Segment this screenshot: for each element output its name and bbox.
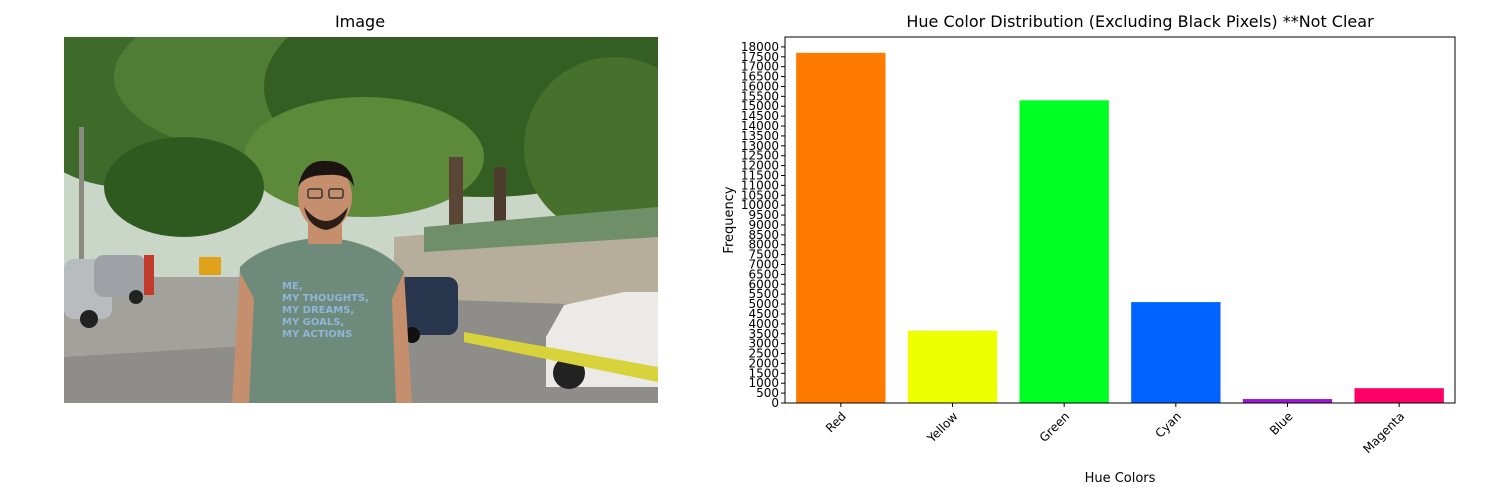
y-tick-label: 16000 bbox=[741, 79, 779, 93]
y-tick-label: 0 bbox=[771, 396, 779, 410]
y-tick-label: 4000 bbox=[748, 317, 779, 331]
x-tick-label: Blue bbox=[1267, 409, 1296, 438]
shirt-text-line: MY THOUGHTS, bbox=[282, 293, 369, 304]
y-tick-label: 18000 bbox=[741, 40, 779, 54]
y-axis-ticks: 0500100015002000250030003500400045005000… bbox=[741, 40, 785, 410]
y-tick-label: 16500 bbox=[741, 70, 779, 84]
y-tick-label: 9000 bbox=[748, 218, 779, 232]
x-tick-label: Magenta bbox=[1360, 409, 1407, 456]
y-tick-label: 5500 bbox=[748, 287, 779, 301]
x-tick-label: Green bbox=[1037, 409, 1073, 445]
y-tick-label: 8500 bbox=[748, 228, 779, 242]
y-tick-label: 500 bbox=[756, 386, 779, 400]
bars-layer bbox=[796, 52, 1444, 403]
y-tick-label: 5000 bbox=[748, 297, 779, 311]
x-tick-label: Yellow bbox=[924, 409, 961, 446]
y-tick-label: 11000 bbox=[741, 178, 779, 192]
y-tick-label: 3000 bbox=[748, 337, 779, 351]
x-axis-label: Hue Colors bbox=[1085, 471, 1156, 486]
y-tick-label: 6000 bbox=[748, 277, 779, 291]
y-axis-label: Frequency bbox=[722, 186, 737, 253]
y-tick-label: 1000 bbox=[748, 376, 779, 390]
y-tick-label: 7500 bbox=[748, 248, 779, 262]
y-tick-label: 11500 bbox=[741, 168, 779, 182]
chart-title: Hue Color Distribution (Excluding Black … bbox=[906, 12, 1374, 31]
y-tick-label: 12000 bbox=[741, 159, 779, 173]
x-tick-label: Red bbox=[823, 409, 849, 435]
shirt-text-line: MY DREAMS, bbox=[282, 305, 354, 316]
bar-green bbox=[1019, 100, 1109, 403]
y-tick-label: 14000 bbox=[741, 119, 779, 133]
bar-blue bbox=[1242, 399, 1333, 403]
y-tick-label: 10500 bbox=[741, 188, 779, 202]
y-tick-label: 8000 bbox=[748, 238, 779, 252]
bar-red bbox=[796, 52, 886, 403]
y-tick-label: 9500 bbox=[748, 208, 779, 222]
shirt-text-line: ME, bbox=[282, 281, 303, 292]
image-panel-title: Image bbox=[334, 12, 386, 31]
y-tick-label: 6500 bbox=[748, 267, 779, 281]
y-tick-label: 2500 bbox=[748, 347, 779, 361]
y-tick-label: 15500 bbox=[741, 89, 779, 103]
y-tick-label: 17500 bbox=[741, 50, 779, 64]
photo-illustration: ME, MY THOUGHTS, MY DREAMS, MY GOALS, MY… bbox=[64, 37, 658, 403]
x-tick-label: Cyan bbox=[1153, 409, 1184, 440]
y-tick-label: 17000 bbox=[741, 60, 779, 74]
y-tick-label: 13000 bbox=[741, 139, 779, 153]
bar-cyan bbox=[1131, 302, 1221, 403]
y-tick-label: 15000 bbox=[741, 99, 779, 113]
bar-yellow bbox=[907, 330, 998, 403]
y-tick-label: 2000 bbox=[748, 356, 779, 370]
shirt-text-line: MY ACTIONS bbox=[282, 329, 352, 340]
y-tick-label: 14500 bbox=[741, 109, 779, 123]
y-tick-label: 7000 bbox=[748, 258, 779, 272]
y-tick-label: 4500 bbox=[748, 307, 779, 321]
y-tick-label: 10000 bbox=[741, 198, 779, 212]
y-tick-label: 12500 bbox=[741, 149, 779, 163]
plot-frame bbox=[784, 36, 1456, 404]
y-tick-label: 1500 bbox=[748, 366, 779, 380]
bar-magenta bbox=[1354, 388, 1444, 403]
shirt-text-line: MY GOALS, bbox=[282, 317, 344, 328]
street-portrait-photo: ME, MY THOUGHTS, MY DREAMS, MY GOALS, MY… bbox=[64, 37, 658, 403]
x-axis-ticks: Red Yellow Green Cyan Blue Magenta bbox=[823, 403, 1407, 456]
y-tick-label: 3500 bbox=[748, 327, 779, 341]
y-tick-label: 13500 bbox=[741, 129, 779, 143]
